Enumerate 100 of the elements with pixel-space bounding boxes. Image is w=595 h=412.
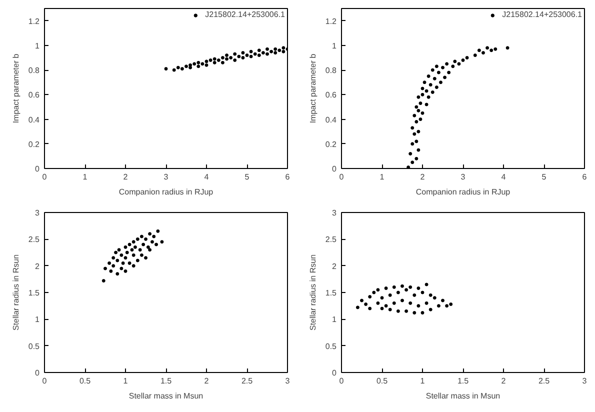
point xyxy=(441,66,444,70)
x-tick-label: 1 xyxy=(123,376,128,386)
point xyxy=(266,52,269,56)
y-axis-title: Stellar radius in Rsun xyxy=(11,254,20,331)
point xyxy=(125,250,129,254)
y-tick-label: 1 xyxy=(35,315,40,324)
x-tick-label: 0 xyxy=(339,172,344,182)
point xyxy=(384,286,388,290)
point xyxy=(241,51,245,55)
point xyxy=(506,46,510,50)
point xyxy=(245,54,249,58)
point xyxy=(138,248,142,252)
point xyxy=(212,57,216,61)
point xyxy=(414,105,418,109)
x-tick-label: 2 xyxy=(501,376,506,386)
y-tick-label: 1 xyxy=(35,41,40,50)
point xyxy=(249,50,253,54)
point xyxy=(257,48,261,52)
point xyxy=(116,258,120,262)
point xyxy=(128,242,132,246)
point xyxy=(461,58,465,62)
point xyxy=(212,60,216,64)
point xyxy=(420,92,424,96)
point xyxy=(121,261,125,265)
point xyxy=(148,232,152,236)
point xyxy=(148,248,152,252)
x-tick-label: 0 xyxy=(42,376,48,386)
point xyxy=(494,47,498,51)
point xyxy=(124,245,128,249)
point xyxy=(420,111,424,115)
point xyxy=(436,70,440,74)
point xyxy=(445,62,449,66)
y-tick-label: 2.5 xyxy=(28,235,40,244)
legend-label: J215802.14+253006.1 xyxy=(205,10,285,19)
y-tick-label: 1.5 xyxy=(325,288,338,298)
point xyxy=(116,272,120,276)
point xyxy=(136,237,140,241)
point xyxy=(376,288,380,292)
y-tick-label: 2.5 xyxy=(325,235,338,244)
point xyxy=(438,80,442,84)
point xyxy=(172,68,176,72)
point xyxy=(445,304,449,308)
point xyxy=(117,248,121,252)
point xyxy=(142,242,146,246)
point xyxy=(204,60,208,64)
y-tick-label: 0 xyxy=(332,164,338,174)
x-tick-label: 3 xyxy=(285,376,290,386)
point xyxy=(184,64,188,68)
point xyxy=(408,152,412,156)
x-tick-label: 3 xyxy=(582,376,588,386)
point xyxy=(278,48,282,52)
point xyxy=(124,269,128,273)
point xyxy=(133,245,137,249)
x-tick-label: 5 xyxy=(542,172,547,182)
point xyxy=(412,293,416,297)
point xyxy=(414,156,418,160)
x-tick-label: 1.5 xyxy=(457,376,470,386)
x-tick-label: 0 xyxy=(42,172,48,182)
y-tick-label: 1.2 xyxy=(28,16,40,26)
point xyxy=(136,258,140,262)
x-tick-label: 6 xyxy=(582,172,588,182)
x-tick-label: 0.5 xyxy=(376,376,388,386)
point xyxy=(208,58,212,62)
point xyxy=(380,306,384,310)
point xyxy=(451,64,455,68)
point xyxy=(416,130,420,134)
point xyxy=(420,290,424,294)
x-axis-title: Companion radius in RJup xyxy=(416,188,511,196)
y-axis-title: Stellar radius in Rsun xyxy=(308,254,318,331)
point xyxy=(154,242,158,246)
x-tick-label: 6 xyxy=(285,172,290,182)
point xyxy=(104,266,107,270)
point xyxy=(266,47,269,51)
point xyxy=(140,253,144,257)
y-tick-label: 0.5 xyxy=(28,342,40,351)
point xyxy=(414,120,418,124)
x-tick-label: 3 xyxy=(164,172,169,182)
y-tick-label: 2 xyxy=(35,262,40,271)
point xyxy=(225,57,228,61)
x-tick-label: 2.5 xyxy=(538,376,550,386)
point xyxy=(396,309,400,313)
point xyxy=(120,253,124,257)
y-axis-title: Impact parameter b xyxy=(11,53,20,124)
point xyxy=(204,63,208,67)
point xyxy=(233,52,237,56)
point xyxy=(418,102,422,106)
y-tick-label: 0.2 xyxy=(325,140,338,149)
y-tick-label: 0 xyxy=(332,368,338,378)
point xyxy=(274,47,278,51)
y-tick-label: 2 xyxy=(332,262,338,271)
point xyxy=(406,166,410,168)
point xyxy=(410,160,414,164)
point xyxy=(449,302,453,306)
x-tick-label: 4 xyxy=(501,172,506,182)
point xyxy=(408,285,412,289)
point xyxy=(416,286,420,290)
point xyxy=(428,308,432,312)
point xyxy=(144,237,148,241)
point xyxy=(146,245,150,249)
y-tick-label: 0.8 xyxy=(325,66,338,76)
